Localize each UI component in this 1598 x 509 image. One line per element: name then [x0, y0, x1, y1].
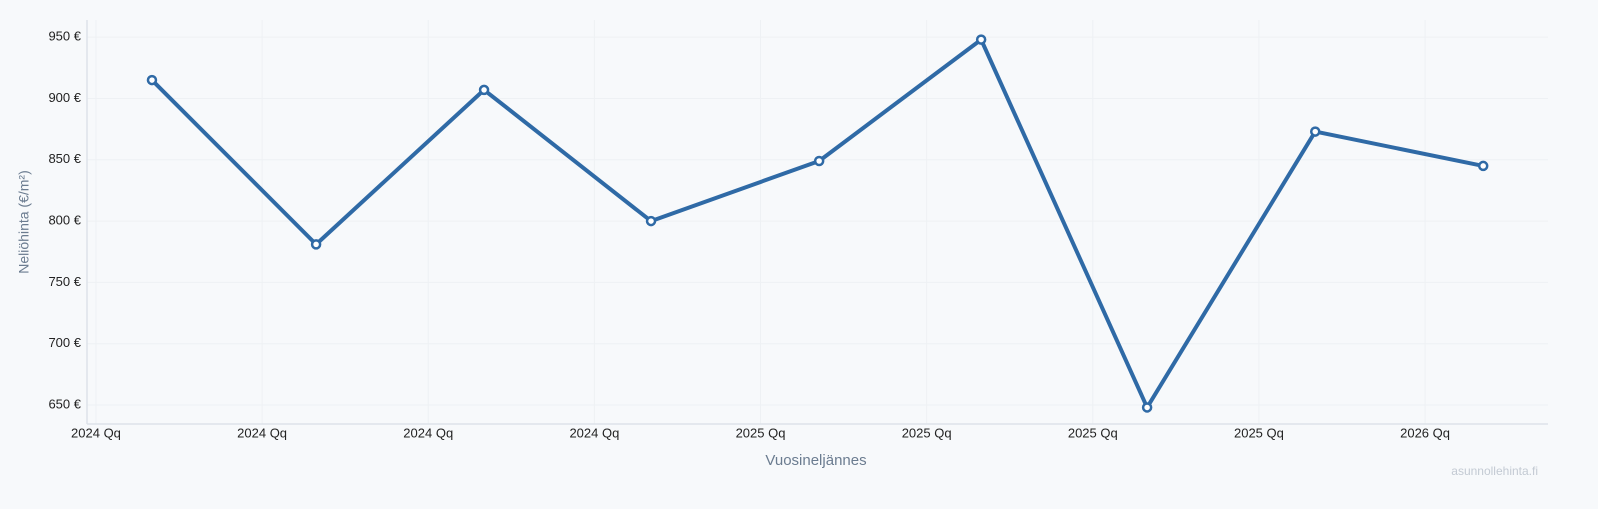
y-tick-label: 850 € [48, 151, 81, 166]
x-tick-label: 2024 Qq [403, 425, 453, 440]
point [146, 74, 158, 86]
x-tick-label: 2025 Qq [1068, 425, 1118, 440]
point [478, 84, 490, 96]
y-tick-label: 750 € [48, 274, 81, 289]
y-tick-label: 650 € [48, 396, 81, 411]
y-axis-title: Neliöhinta (€/m²) [16, 170, 32, 273]
x-axis-title: Vuosineljännes [765, 452, 866, 469]
watermark: asunnollehinta.fi [1451, 464, 1538, 478]
y-tick-label: 700 € [48, 335, 81, 350]
point [310, 239, 322, 250]
point [1477, 160, 1489, 172]
y-tick-label: 900 € [48, 90, 81, 105]
x-tick-label: 2025 Qq [1234, 425, 1284, 440]
x-tick-label: 2024 Qq [569, 425, 619, 440]
y-tick-label: 950 € [48, 29, 81, 44]
x-tick-label: 2024 Qq [237, 425, 287, 440]
point [975, 34, 987, 45]
point [1141, 402, 1153, 413]
point [645, 215, 657, 227]
point [813, 155, 825, 167]
x-tick-label: 2024 Qq [71, 425, 121, 440]
x-tick-label: 2025 Qq [902, 425, 952, 440]
x-tick-label: 2026 Qq [1400, 425, 1450, 440]
x-tick-label: 2025 Qq [736, 425, 786, 440]
point [1309, 126, 1321, 137]
y-tick-label: 800 € [48, 213, 81, 228]
